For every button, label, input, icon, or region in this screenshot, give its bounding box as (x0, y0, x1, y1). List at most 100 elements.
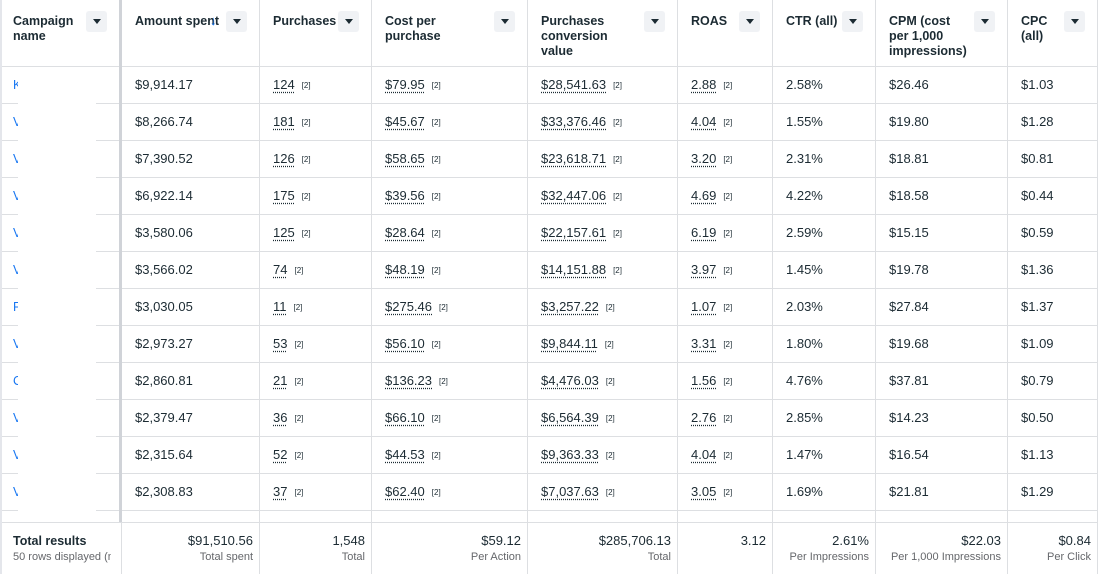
footnote-marker[interactable]: [2] (431, 414, 441, 423)
footnote-marker[interactable]: [2] (605, 451, 615, 460)
campaign-name-link[interactable]: V (13, 337, 21, 351)
cell-value[interactable]: $7,037.63 (541, 484, 599, 499)
footnote-marker[interactable]: [2] (723, 155, 733, 164)
campaign-name-link[interactable]: K (13, 78, 21, 92)
footnote-marker[interactable]: [2] (431, 266, 441, 275)
column-options-dropdown-icon[interactable] (494, 11, 515, 32)
cell-value[interactable]: 1.07 (691, 299, 717, 314)
cell-value[interactable]: 175 (273, 188, 295, 203)
column-header-amount-spent[interactable]: Amount spent ↓ (122, 0, 260, 66)
footnote-marker[interactable]: [2] (613, 229, 622, 238)
footnote-marker[interactable]: [2] (431, 451, 441, 460)
footnote-marker[interactable]: [2] (294, 451, 304, 460)
column-header-cpm[interactable]: CPM (cost per 1,000 impressions) (876, 0, 1008, 66)
campaign-name-link[interactable]: V (13, 115, 21, 129)
cell-value[interactable]: $4,476.03 (541, 373, 599, 388)
column-header-campaign-name[interactable]: Campaign name (0, 0, 120, 66)
column-header-cpc-all[interactable]: CPC (all) (1008, 0, 1098, 66)
cell-value[interactable]: $9,844.11 (541, 336, 598, 351)
column-options-dropdown-icon[interactable] (338, 11, 359, 32)
footnote-marker[interactable]: [2] (723, 81, 733, 90)
campaign-name-link[interactable]: V (13, 226, 21, 240)
footnote-marker[interactable]: [2] (294, 414, 304, 423)
column-options-dropdown-icon[interactable] (226, 11, 247, 32)
cell-value[interactable]: 3.97 (691, 262, 717, 277)
cell-value[interactable]: $44.53 (385, 447, 425, 462)
cell-value[interactable]: 21 (273, 373, 288, 388)
footnote-marker[interactable]: [2] (613, 192, 622, 201)
cell-value[interactable]: 37 (273, 484, 288, 499)
cell-value[interactable]: 3.31 (691, 336, 717, 351)
footnote-marker[interactable]: [2] (605, 488, 615, 497)
footnote-marker[interactable]: [2] (301, 81, 311, 90)
column-options-dropdown-icon[interactable] (86, 11, 107, 32)
footnote-marker[interactable]: [2] (439, 377, 448, 386)
footnote-marker[interactable]: [2] (439, 303, 448, 312)
column-options-dropdown-icon[interactable] (842, 11, 863, 32)
footnote-marker[interactable]: [2] (613, 118, 622, 127)
footnote-marker[interactable]: [2] (613, 266, 622, 275)
cell-value[interactable]: $79.95 (385, 77, 425, 92)
campaign-name-link[interactable]: C (13, 374, 22, 388)
footnote-marker[interactable]: [2] (294, 340, 304, 349)
cell-value[interactable]: $6,564.39 (541, 410, 599, 425)
column-header-roas[interactable]: ROAS (678, 0, 773, 66)
footnote-marker[interactable]: [2] (294, 488, 304, 497)
campaign-name-link[interactable]: V (13, 263, 21, 277)
cell-value[interactable]: 11 (273, 299, 287, 314)
sort-descending-icon[interactable]: ↓ (210, 13, 217, 28)
cell-value[interactable]: $56.10 (385, 336, 425, 351)
cell-value[interactable]: 36 (273, 410, 288, 425)
footnote-marker[interactable]: [2] (604, 340, 614, 349)
campaign-name-link[interactable]: V (13, 485, 21, 499)
footnote-marker[interactable]: [2] (431, 488, 441, 497)
footnote-marker[interactable]: [2] (723, 414, 733, 423)
footnote-marker[interactable]: [2] (294, 266, 304, 275)
cell-value[interactable]: $66.10 (385, 410, 425, 425)
footnote-marker[interactable]: [2] (301, 229, 311, 238)
cell-value[interactable]: 53 (273, 336, 288, 351)
column-header-ctr-all[interactable]: CTR (all) (773, 0, 876, 66)
cell-value[interactable]: 1.56 (691, 373, 717, 388)
cell-value[interactable]: $28.64 (385, 225, 425, 240)
footnote-marker[interactable]: [2] (605, 377, 615, 386)
footnote-marker[interactable]: [2] (431, 192, 441, 201)
footnote-marker[interactable]: [2] (431, 229, 441, 238)
footnote-marker[interactable]: [2] (723, 192, 733, 201)
cell-value[interactable]: $3,257.22 (541, 299, 599, 314)
column-options-dropdown-icon[interactable] (1064, 11, 1085, 32)
footnote-marker[interactable]: [2] (723, 266, 733, 275)
cell-value[interactable]: 126 (273, 151, 295, 166)
footnote-marker[interactable]: [2] (723, 488, 733, 497)
column-options-dropdown-icon[interactable] (739, 11, 760, 32)
cell-value[interactable]: 52 (273, 447, 288, 462)
footnote-marker[interactable]: [2] (431, 118, 441, 127)
cell-value[interactable]: 181 (273, 114, 295, 129)
cell-value[interactable]: 4.04 (691, 447, 717, 462)
cell-value[interactable]: 3.20 (691, 151, 717, 166)
campaign-name-link[interactable]: V (13, 189, 21, 203)
footnote-marker[interactable]: [2] (301, 192, 311, 201)
cell-value[interactable]: $39.56 (385, 188, 425, 203)
campaign-name-link[interactable]: V (13, 411, 21, 425)
cell-value[interactable]: 124 (273, 77, 295, 92)
cell-value[interactable]: 125 (273, 225, 295, 240)
footnote-marker[interactable]: [2] (301, 155, 311, 164)
footnote-marker[interactable]: [2] (723, 229, 733, 238)
footnote-marker[interactable]: [2] (431, 340, 441, 349)
footnote-marker[interactable]: [2] (723, 118, 733, 127)
column-options-dropdown-icon[interactable] (974, 11, 995, 32)
footnote-marker[interactable]: [2] (605, 414, 615, 423)
cell-value[interactable]: $275.46 (385, 299, 432, 314)
cell-value[interactable]: $62.40 (385, 484, 425, 499)
footnote-marker[interactable]: [2] (723, 377, 733, 386)
cell-value[interactable]: $48.19 (385, 262, 425, 277)
cell-value[interactable]: $32,447.06 (541, 188, 607, 203)
footnote-marker[interactable]: [2] (301, 118, 311, 127)
cell-value[interactable]: $14,151.88 (541, 262, 607, 277)
column-header-cost-per-purchase[interactable]: Cost per purchase (372, 0, 528, 66)
cell-value[interactable]: $45.67 (385, 114, 425, 129)
campaign-name-link[interactable]: F (13, 300, 21, 314)
footnote-marker[interactable]: [2] (613, 155, 622, 164)
cell-value[interactable]: $136.23 (385, 373, 432, 388)
